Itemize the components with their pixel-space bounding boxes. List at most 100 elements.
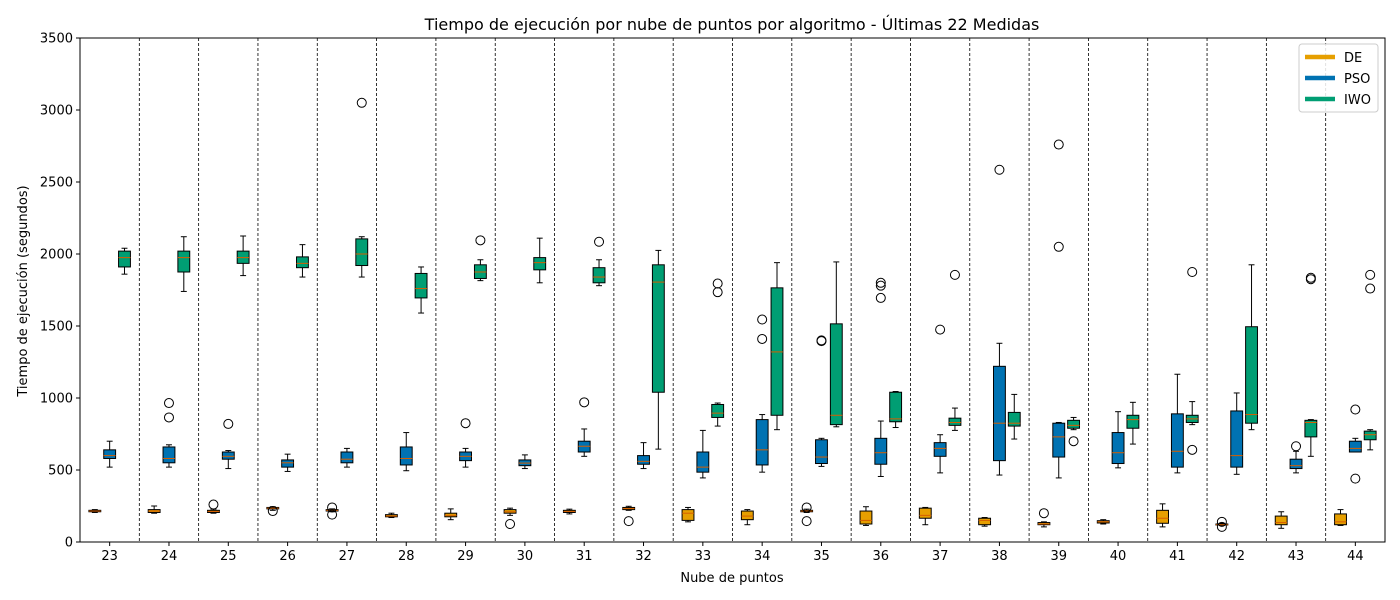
outlier-point xyxy=(1365,283,1376,294)
box-de-26 xyxy=(266,506,280,517)
box-iwo-29 xyxy=(473,235,487,282)
box-iqr xyxy=(355,238,369,267)
outlier-point xyxy=(801,502,812,513)
box-iqr xyxy=(1245,326,1258,424)
box-pso-28 xyxy=(399,432,413,472)
box-de-25 xyxy=(207,499,220,514)
box-iqr xyxy=(221,451,235,460)
outlier-point xyxy=(1291,441,1302,452)
box-pso-36 xyxy=(874,277,888,477)
box-iqr xyxy=(281,459,295,468)
outlier-point xyxy=(475,235,486,246)
box-pso-44 xyxy=(1348,404,1362,484)
outlier-point xyxy=(949,269,960,280)
y-tick-label: 0 xyxy=(65,536,73,551)
box-de-23 xyxy=(88,509,102,513)
box-iqr xyxy=(1289,458,1303,470)
axes-frame xyxy=(79,37,1386,543)
outlier-point xyxy=(1068,436,1079,447)
outlier-point xyxy=(505,519,516,529)
box-iwo-25 xyxy=(236,235,250,277)
box-iwo-34 xyxy=(770,262,784,431)
box-iqr xyxy=(696,451,710,473)
box-pso-35 xyxy=(815,335,828,467)
box-iwo-42 xyxy=(1245,264,1258,431)
box-iqr xyxy=(296,256,309,269)
box-iwo-43 xyxy=(1304,272,1318,457)
outlier-point xyxy=(223,418,234,429)
legend-frame xyxy=(1298,43,1379,113)
x-tick-label: 43 xyxy=(1288,549,1305,564)
box-de-35 xyxy=(800,502,814,527)
outlier-point xyxy=(1187,444,1198,455)
box-iwo-30 xyxy=(533,237,547,284)
box-iqr xyxy=(889,391,903,423)
outlier-point xyxy=(875,277,886,288)
box-iqr xyxy=(118,250,131,268)
box-iqr xyxy=(993,365,1006,462)
box-pso-32 xyxy=(637,442,650,470)
outlier-point xyxy=(1216,521,1227,532)
box-pso-43 xyxy=(1289,441,1303,474)
x-tick-label: 35 xyxy=(813,549,830,564)
box-iqr xyxy=(1067,419,1081,429)
box-iqr xyxy=(755,419,769,466)
legend: DE PSO IWO xyxy=(1298,43,1379,113)
box-iwo-40 xyxy=(1126,401,1140,445)
box-de-31 xyxy=(562,508,576,515)
legend-label-de: DE xyxy=(1344,51,1362,66)
outlier-point xyxy=(460,418,471,429)
box-de-38 xyxy=(978,517,992,527)
box-pso-41 xyxy=(1170,373,1184,474)
x-tick-label: 28 xyxy=(398,549,415,564)
box-iqr xyxy=(933,442,947,457)
outlier-point xyxy=(757,314,768,325)
box-iqr xyxy=(740,510,754,521)
box-pso-34 xyxy=(755,314,769,473)
box-iwo-32 xyxy=(651,249,665,450)
box-iwo-26 xyxy=(296,244,309,278)
box-iqr xyxy=(414,272,428,299)
chart-title: Tiempo de ejecución por nube de puntos p… xyxy=(424,15,1040,34)
box-iqr xyxy=(1334,513,1347,526)
y-tick-label: 1500 xyxy=(40,320,73,335)
outlier-point xyxy=(757,333,768,344)
box-iqr xyxy=(533,257,547,271)
outlier-point xyxy=(712,278,723,289)
outlier-point xyxy=(1216,516,1227,527)
box-de-40 xyxy=(1096,519,1110,525)
box-iqr xyxy=(918,507,932,519)
outlier-point xyxy=(594,236,605,247)
outlier-point xyxy=(1305,272,1316,283)
x-tick-label: 41 xyxy=(1169,549,1186,564)
box-iqr xyxy=(874,437,888,465)
box-iwo-33 xyxy=(711,278,725,427)
box-iwo-38 xyxy=(1007,393,1021,440)
box-iqr xyxy=(177,250,191,273)
outlier-point xyxy=(327,509,338,520)
outlier-point xyxy=(801,516,812,527)
outlier-point xyxy=(163,398,174,409)
x-tick-label: 37 xyxy=(932,549,949,564)
box-iqr xyxy=(1156,509,1169,524)
outlier-point xyxy=(1053,139,1064,150)
box-pso-29 xyxy=(459,418,472,468)
box-iqr xyxy=(162,446,176,464)
box-de-37 xyxy=(918,506,932,526)
box-de-41 xyxy=(1156,503,1169,528)
box-iwo-31 xyxy=(592,236,606,287)
y-tick-label: 3500 xyxy=(40,32,73,47)
outlier-point xyxy=(875,280,886,291)
box-de-36 xyxy=(859,506,873,526)
box-de-24 xyxy=(147,505,161,514)
x-tick-label: 39 xyxy=(1050,549,1067,564)
box-iqr xyxy=(399,446,413,466)
box-pso-37 xyxy=(933,324,947,474)
box-de-39 xyxy=(1037,508,1051,528)
y-axis-label: Tiempo de ejecución (segundos) xyxy=(16,185,31,397)
outlier-point xyxy=(623,516,634,527)
box-de-43 xyxy=(1274,511,1288,529)
box-iwo-24 xyxy=(177,236,191,292)
box-iqr xyxy=(1230,410,1244,468)
